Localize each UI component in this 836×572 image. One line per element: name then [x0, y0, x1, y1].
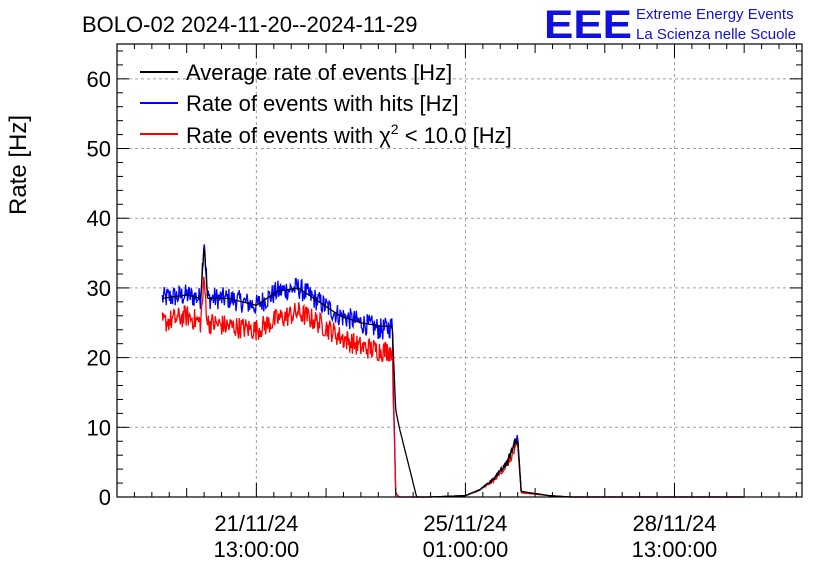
x-tick-label-date: 25/11/24: [423, 511, 507, 536]
legend-chi-symbol: χ: [379, 123, 391, 148]
legend-label-hits: Rate of events with hits [Hz]: [186, 91, 459, 116]
y-tick-label: 0: [99, 485, 111, 510]
legend-chi2-post: < 10.0 [Hz]: [399, 123, 512, 148]
logo-line2: La Scienza nelle Scuole: [636, 26, 796, 43]
y-axis-label: Rate [Hz]: [5, 115, 32, 215]
logo-letters: EEE: [544, 3, 632, 47]
y-tick-label: 50: [87, 137, 111, 162]
x-tick-label-date: 28/11/24: [632, 511, 716, 536]
y-tick-label: 20: [87, 346, 111, 371]
x-tick-label-date: 21/11/24: [214, 511, 298, 536]
chart-title: BOLO-02 2024-11-20--2024-11-29: [82, 12, 418, 37]
logo-line1: Extreme Energy Events: [636, 6, 794, 23]
eee-logo: EEE Extreme Energy Events La Scienza nel…: [544, 3, 796, 47]
x-tick-label-time: 13:00:00: [214, 537, 300, 562]
legend-chi2-sup: 2: [391, 121, 399, 137]
y-tick-label: 60: [87, 67, 111, 92]
axes: [116, 43, 803, 498]
plot-frame: [116, 43, 803, 498]
x-tick-label-time: 01:00:00: [423, 537, 509, 562]
tick-labels: 010203040506021/11/2413:00:0025/11/2401:…: [87, 67, 718, 562]
series-line-1: [161, 244, 745, 498]
series-layer: [161, 244, 745, 498]
legend: Average rate of events [Hz] Rate of even…: [140, 60, 512, 148]
x-tick-label-time: 13:00:00: [632, 537, 718, 562]
y-tick-label: 10: [87, 415, 111, 440]
series-line-0: [162, 249, 745, 498]
legend-label-average: Average rate of events [Hz]: [186, 60, 452, 85]
legend-label-chi2: Rate of events with χ2 < 10.0 [Hz]: [186, 121, 512, 148]
grid: [117, 44, 802, 497]
legend-chi2-pre: Rate of events with: [186, 123, 379, 148]
y-tick-label: 40: [87, 206, 111, 231]
y-tick-label: 30: [87, 276, 111, 301]
